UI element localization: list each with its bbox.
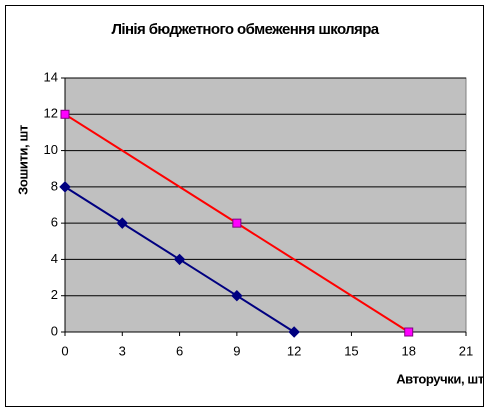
marker	[173, 253, 186, 266]
y-axis-label: Зошити, шт	[15, 125, 30, 195]
chart-title: Лінія бюджетного обмеження школяра	[111, 21, 379, 38]
y-tick-label: 2	[51, 287, 58, 302]
marker	[60, 109, 70, 119]
y-tick-label: 8	[51, 178, 58, 193]
y-tick-label: 0	[51, 323, 58, 338]
marker	[59, 181, 71, 193]
x-tick-label: 3	[119, 343, 126, 358]
marker	[116, 217, 128, 229]
x-tick-label: 9	[233, 343, 240, 358]
marker	[231, 290, 243, 302]
x-tick-label: 15	[344, 343, 358, 358]
x-tick-label: 21	[459, 343, 473, 358]
y-tick-label: 10	[44, 142, 58, 157]
y-tick-label: 12	[44, 106, 58, 121]
marker	[232, 218, 242, 228]
x-tick-label: 0	[61, 343, 68, 358]
y-tick-label: 4	[51, 251, 58, 266]
x-tick-label: 6	[176, 343, 183, 358]
y-tick-label: 14	[44, 69, 58, 84]
x-tick-label: 18	[401, 343, 415, 358]
plot-area	[64, 77, 467, 333]
marker	[404, 327, 414, 337]
x-axis-label: Авторучки, шт	[396, 371, 484, 386]
x-tick-label: 12	[287, 343, 301, 358]
y-tick-label: 6	[51, 215, 58, 230]
marker	[288, 326, 300, 338]
